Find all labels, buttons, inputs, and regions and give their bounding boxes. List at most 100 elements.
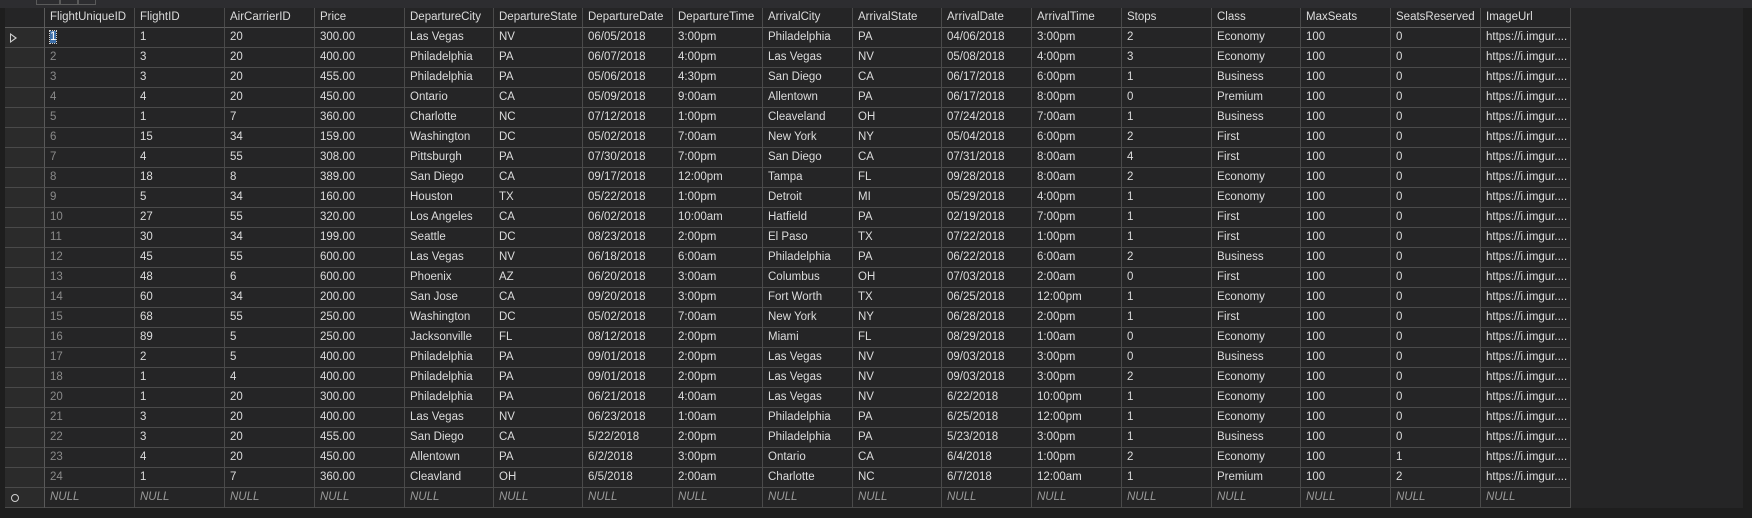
table-cell[interactable]: Business (1212, 428, 1301, 448)
table-cell[interactable]: 07/12/2018 (583, 108, 673, 128)
row-header[interactable] (5, 148, 45, 168)
row-header[interactable] (5, 408, 45, 428)
table-cell[interactable]: 18 (135, 168, 225, 188)
table-cell[interactable]: Economy (1212, 328, 1301, 348)
table-cell[interactable]: 4 (45, 88, 135, 108)
column-header[interactable]: DepartureState (494, 8, 583, 28)
table-cell[interactable]: 2:00pm (673, 428, 763, 448)
table-cell[interactable]: 3 (135, 68, 225, 88)
table-cell[interactable]: 45 (135, 248, 225, 268)
table-cell[interactable]: First (1212, 148, 1301, 168)
table-cell[interactable]: 20 (225, 68, 315, 88)
table-cell[interactable]: 320.00 (315, 208, 405, 228)
table-cell[interactable]: 199.00 (315, 228, 405, 248)
table-row[interactable]: 6 15 34 159.00 Washington DC 05/02/2018 7:00am N… (5, 128, 1743, 148)
table-cell[interactable]: 4:30pm (673, 68, 763, 88)
table-cell[interactable]: 07/31/2018 (942, 148, 1032, 168)
table-row[interactable]: 7 4 55 308.00 Pittsburgh PA 07/30/2018 7:00pm Sa… (5, 148, 1743, 168)
row-header[interactable] (5, 328, 45, 348)
table-cell[interactable]: 308.00 (315, 148, 405, 168)
table-cell[interactable]: NV (853, 368, 942, 388)
row-header[interactable] (5, 68, 45, 88)
corner-cell[interactable] (5, 8, 45, 28)
table-cell[interactable]: Charlotte (763, 468, 853, 488)
table-cell[interactable]: 20 (225, 388, 315, 408)
table-cell[interactable]: 3 (1122, 48, 1212, 68)
table-cell[interactable]: Seattle (405, 228, 494, 248)
table-cell[interactable]: 11 (45, 228, 135, 248)
table-cell[interactable]: https://i.imgur.... (1481, 268, 1571, 288)
table-cell[interactable]: 0 (1391, 428, 1481, 448)
table-cell[interactable]: 1:00pm (673, 188, 763, 208)
table-cell[interactable]: https://i.imgur.... (1481, 248, 1571, 268)
table-cell[interactable]: 09/03/2018 (942, 368, 1032, 388)
table-cell[interactable]: 0 (1391, 228, 1481, 248)
table-row[interactable]: 2 3 20 400.00 Philadelphia PA 06/07/2018 4:00pm… (5, 48, 1743, 68)
table-cell[interactable]: 360.00 (315, 108, 405, 128)
table-cell[interactable]: 05/04/2018 (942, 128, 1032, 148)
table-cell[interactable]: 7 (45, 148, 135, 168)
table-cell[interactable]: 100 (1301, 328, 1391, 348)
table-cell[interactable]: San Diego (405, 168, 494, 188)
table-row[interactable]: 12 45 55 600.00 Las Vegas NV 06/18/2018 6:00am P… (5, 248, 1743, 268)
table-cell[interactable]: 100 (1301, 208, 1391, 228)
table-cell[interactable]: 250.00 (315, 308, 405, 328)
table-cell[interactable]: NV (853, 348, 942, 368)
column-header[interactable]: ArrivalTime (1032, 8, 1122, 28)
table-cell[interactable]: 2 (1391, 468, 1481, 488)
table-cell[interactable]: TX (494, 188, 583, 208)
table-cell[interactable]: 2:00pm (673, 328, 763, 348)
table-cell[interactable]: 100 (1301, 348, 1391, 368)
table-row[interactable]: 10 27 55 320.00 Los Angeles CA 06/02/2018 10:00… (5, 208, 1743, 228)
table-cell[interactable]: CA (494, 88, 583, 108)
table-cell[interactable]: FL (853, 168, 942, 188)
row-header[interactable] (5, 448, 45, 468)
table-cell[interactable]: 5 (225, 328, 315, 348)
table-cell[interactable]: Philadelphia (763, 28, 853, 48)
table-cell[interactable]: 1 (135, 28, 225, 48)
table-cell[interactable]: 2 (1122, 448, 1212, 468)
column-header[interactable]: DepartureDate (583, 8, 673, 28)
table-cell[interactable]: 100 (1301, 28, 1391, 48)
table-cell[interactable]: 55 (225, 308, 315, 328)
table-cell[interactable]: 24 (45, 468, 135, 488)
table-cell[interactable]: 04/06/2018 (942, 28, 1032, 48)
table-row[interactable]: 21 3 20 400.00 Las Vegas NV 06/23/2018 1:00am Ph… (5, 408, 1743, 428)
table-cell[interactable]: 3:00pm (673, 288, 763, 308)
table-cell[interactable]: 1 (135, 388, 225, 408)
table-cell[interactable]: 20 (225, 408, 315, 428)
table-row[interactable]: 23 4 20 450.00 Allentown PA 6/2/2018 3:00pm Onta… (5, 448, 1743, 468)
table-cell[interactable]: 13 (45, 268, 135, 288)
table-cell[interactable]: NY (853, 308, 942, 328)
table-cell[interactable]: 450.00 (315, 88, 405, 108)
table-cell[interactable]: Fort Worth (763, 288, 853, 308)
table-row[interactable]: 16 89 5 250.00 Jacksonville FL 08/12/2018 2:00p… (5, 328, 1743, 348)
table-cell[interactable]: 12:00pm (1032, 288, 1122, 308)
table-cell[interactable]: 5 (45, 108, 135, 128)
table-cell[interactable]: 06/21/2018 (583, 388, 673, 408)
null-cell[interactable]: NULL (1391, 488, 1481, 508)
table-cell[interactable]: https://i.imgur.... (1481, 328, 1571, 348)
table-cell[interactable]: Cleavland (405, 468, 494, 488)
table-cell[interactable]: https://i.imgur.... (1481, 288, 1571, 308)
table-cell[interactable]: Economy (1212, 188, 1301, 208)
table-cell[interactable]: 10 (45, 208, 135, 228)
table-cell[interactable]: 34 (225, 228, 315, 248)
table-cell[interactable]: https://i.imgur.... (1481, 228, 1571, 248)
table-cell[interactable]: 12:00am (1032, 468, 1122, 488)
table-cell[interactable]: PA (494, 368, 583, 388)
table-cell[interactable]: 100 (1301, 128, 1391, 148)
table-cell[interactable]: NC (494, 108, 583, 128)
table-cell[interactable]: 1 (1122, 408, 1212, 428)
table-cell[interactable]: https://i.imgur.... (1481, 428, 1571, 448)
table-cell[interactable]: 09/17/2018 (583, 168, 673, 188)
table-row[interactable]: 18 1 4 400.00 Philadelphia PA 09/01/2018 2:00pm… (5, 368, 1743, 388)
table-cell[interactable]: 2:00pm (673, 228, 763, 248)
table-cell[interactable]: 06/23/2018 (583, 408, 673, 428)
table-cell[interactable]: Washington (405, 308, 494, 328)
table-cell[interactable]: PA (853, 208, 942, 228)
table-cell[interactable]: 0 (1391, 148, 1481, 168)
null-cell[interactable]: NULL (135, 488, 225, 508)
table-cell[interactable]: https://i.imgur.... (1481, 148, 1571, 168)
table-cell[interactable]: 1 (1122, 468, 1212, 488)
